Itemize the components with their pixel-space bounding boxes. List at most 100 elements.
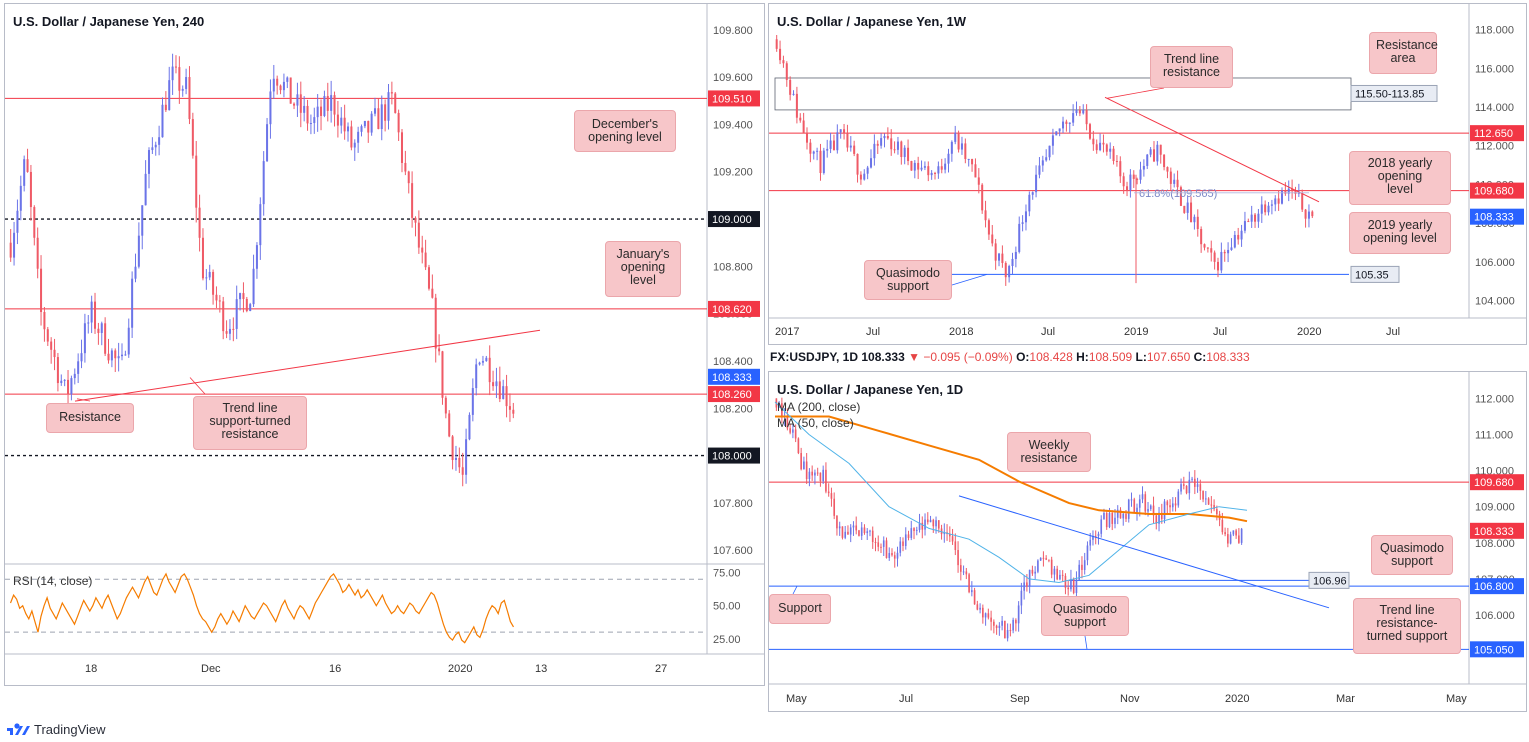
annotation-text: Quasimodo support [1380,541,1444,568]
candle-body [1291,188,1294,191]
candle-body [367,120,370,133]
candle-body [1180,484,1182,492]
candle-body [43,312,46,330]
price-tag-bg [708,300,760,317]
y-tick-label: 109.000 [1475,502,1515,514]
candle-body [943,532,946,535]
candle-body [394,93,397,113]
chart-title: U.S. Dollar / Japanese Yen, 240 [13,14,205,29]
candle-body [1048,145,1051,158]
candle-body [384,104,387,121]
price-tag-bg [1470,208,1524,225]
tradingview-logo-icon [7,723,30,735]
candle-body [950,141,953,154]
candle-body [272,78,275,92]
candle-body [924,519,926,530]
tradingview-brand[interactable]: TradingView [6,720,106,738]
candle-body [1127,499,1130,519]
annotation-quasimodo-support-mid: Quasimodo support [1041,596,1129,636]
candle-body [995,625,998,628]
candle-body [458,457,461,468]
candle-body [880,546,882,548]
price-tag-108.333: 108.333 [1470,208,1524,225]
candle-body [441,351,444,398]
candle-body [1011,258,1014,267]
chart-1d-plot[interactable]: 112.000111.000110.000109.000108.000107.0… [769,372,1526,711]
candle-body [1210,248,1213,253]
candle-body [107,353,110,361]
candle-body [67,379,70,395]
ma-200-line [775,415,1248,523]
y-tick-label: 108.800 [713,261,753,273]
callout-pointer [792,585,798,595]
chart-1w-plot[interactable]: 118.000116.000114.000112.000110.000108.0… [769,4,1526,344]
callout-pointer [1084,635,1088,650]
candle-body [977,177,980,185]
candle-body [998,625,1001,628]
price-tag-bg [1470,641,1524,658]
chart-panel-1d[interactable]: 112.000111.000110.000109.000108.000107.0… [768,371,1527,712]
candle-body [1152,149,1155,162]
candle-body [1072,113,1075,123]
candle-body [255,245,258,269]
candle-body [1144,494,1147,512]
price-tag-112.650: 112.650 [1470,125,1524,142]
candle-body [461,467,464,475]
candle-body [508,406,511,410]
annotation-weekly-resistance: Weekly resistance [1007,432,1091,472]
candle-body [333,95,336,115]
price-tag-bg [708,90,760,107]
y-tick-label: 109.600 [713,72,753,84]
candle-body [360,126,363,132]
price-tag-bg [1308,571,1350,589]
candle-body [1220,251,1223,271]
candle-body [465,439,468,475]
annotation-2018-yearly: 2018 yearly opening level [1349,151,1451,205]
candle-body [1092,138,1095,145]
candle-body [77,361,80,374]
legend-ma200: MA (200, close) [777,400,861,414]
candle-body [816,472,819,474]
candle-body [488,357,491,383]
candle-body [852,525,855,528]
candle-body [215,294,218,301]
price-tag-label: 109.680 [1474,186,1514,198]
candle-body [1229,534,1232,544]
candle-body [1122,176,1125,187]
chart-panel-1w[interactable]: 118.000116.000114.000112.000110.000108.0… [768,3,1527,345]
x-tick-label: 2019 [1124,326,1148,338]
x-tick-label: May [786,693,807,705]
candle-body [1114,517,1116,524]
candle-body [444,397,447,414]
candle-body [471,388,474,415]
high-label: H: [1076,350,1089,364]
candle-body [9,242,12,258]
candle-body [792,93,795,95]
candle-body [1173,179,1176,184]
y-tick-label: 112.000 [1475,141,1514,153]
candle-body [839,129,842,133]
candle-body [1038,165,1041,175]
candle-body [90,301,93,323]
y-tick-label: 104.000 [1475,296,1515,308]
candle-body [485,357,488,362]
chart-panel-4h[interactable]: 109.800 109.600 109.400 109.200 109.000 108.8… [4,3,765,686]
annotation-text: December's opening level [588,117,662,144]
candle-body [1247,221,1250,223]
candle-body [1183,205,1186,213]
price-tag-bg [708,211,760,228]
candle-body [1186,202,1189,213]
candle-body [1095,144,1098,151]
candle-body [904,534,907,546]
candle-body [266,124,269,162]
candle-body [1012,619,1014,631]
candle-body [492,382,495,387]
candle-body [137,235,140,267]
candle-body [964,143,967,160]
callout-pointer [189,377,206,395]
candle-body [1031,569,1034,574]
candle-body [1237,234,1240,240]
candle-body [896,141,899,150]
chart-4h-plot[interactable]: 109.800 109.600 109.400 109.200 109.000 108.8… [5,4,764,685]
candle-body [954,132,957,142]
